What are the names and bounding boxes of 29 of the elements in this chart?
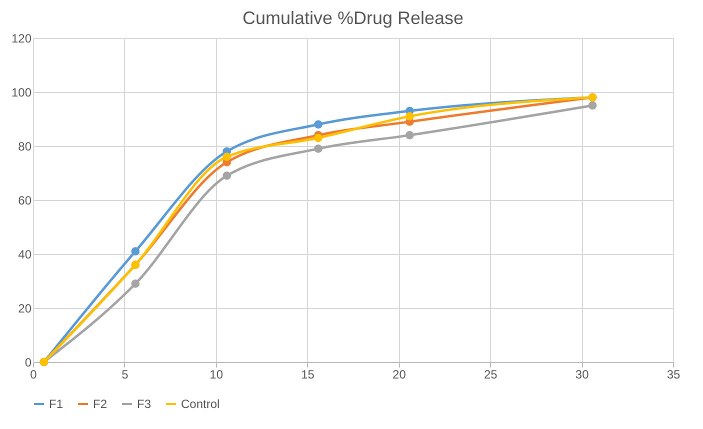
point bbox=[314, 134, 322, 142]
point bbox=[406, 131, 414, 140]
y-tick-label: 40 bbox=[18, 248, 32, 262]
chart-title: Cumulative %Drug Release bbox=[242, 8, 464, 28]
x-tick-label: 35 bbox=[666, 368, 680, 382]
point bbox=[222, 152, 232, 161]
point bbox=[314, 120, 322, 129]
y-tick-label: 120 bbox=[11, 32, 32, 46]
x-tick-label: 30 bbox=[575, 368, 590, 382]
y-tick-label: 60 bbox=[18, 194, 32, 208]
x-tick-label: 5 bbox=[122, 368, 129, 382]
legend-label: F3 bbox=[137, 397, 152, 411]
point bbox=[131, 247, 140, 256]
x-tick-label: 20 bbox=[392, 368, 406, 382]
x-tick-label: 25 bbox=[484, 368, 498, 382]
x-tick-label: 15 bbox=[301, 368, 315, 382]
point bbox=[406, 112, 414, 120]
legend-label: F2 bbox=[93, 397, 108, 411]
y-tick-label: 0 bbox=[24, 356, 32, 370]
point bbox=[222, 172, 232, 180]
legend-label: F1 bbox=[49, 397, 64, 411]
legend-label: Control bbox=[181, 397, 220, 411]
point bbox=[314, 144, 322, 153]
y-tick-label: 80 bbox=[18, 140, 32, 154]
x-tick-label: 10 bbox=[210, 368, 224, 382]
point bbox=[588, 101, 597, 110]
point bbox=[131, 280, 140, 288]
y-tick-label: 100 bbox=[11, 86, 32, 100]
y-tick-label: 20 bbox=[18, 302, 32, 316]
